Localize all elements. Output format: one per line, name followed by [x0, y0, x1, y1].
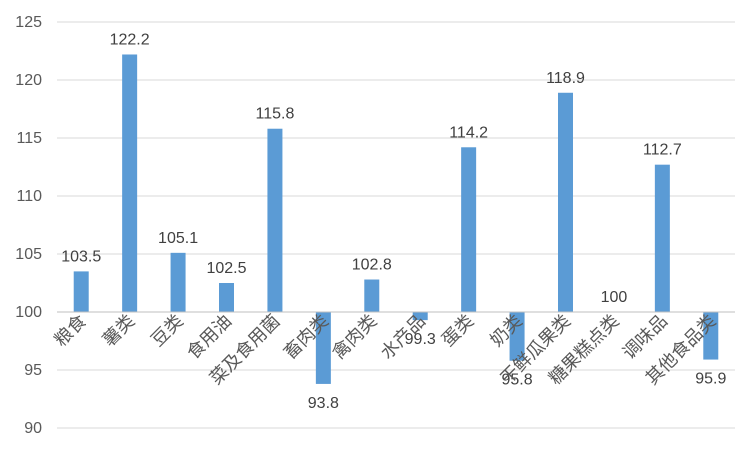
- y-axis: 90 95 100 105 110 115 120 125: [15, 14, 42, 437]
- category-label: 薯类: [99, 311, 139, 351]
- category-label: 禽肉类: [328, 311, 381, 364]
- bar: [412, 312, 428, 321]
- y-tick-label: 100: [15, 304, 42, 321]
- bar: [170, 252, 186, 312]
- data-label: 99.3: [405, 331, 436, 348]
- bar: [219, 283, 234, 312]
- category-label: 粮食: [50, 311, 90, 351]
- y-tick-label: 95: [24, 362, 42, 379]
- bar: [73, 271, 89, 312]
- data-label: 100: [601, 289, 628, 306]
- data-label: 93.8: [308, 395, 339, 412]
- data-label: 102.8: [352, 257, 392, 274]
- gridlines: [57, 21, 735, 429]
- data-label: 102.5: [206, 260, 246, 277]
- data-label: 105.1: [158, 230, 198, 247]
- y-tick-label: 105: [15, 246, 42, 263]
- category-label: 蛋类: [438, 311, 478, 351]
- data-label: 115.8: [255, 106, 294, 123]
- data-labels: 103.5 122.2 105.1 102.5 115.8 93.8 102.8 99.3 11…: [61, 31, 726, 411]
- data-label: 95.8: [502, 372, 533, 389]
- bar: [461, 147, 477, 312]
- data-label: 114.2: [449, 124, 488, 141]
- bar: [267, 128, 283, 312]
- y-tick-label: 125: [15, 14, 42, 31]
- data-label: 95.9: [695, 371, 726, 388]
- category-label: 豆类: [147, 311, 187, 351]
- bar: [654, 164, 670, 312]
- bar: [122, 54, 138, 312]
- y-tick-label: 115: [16, 130, 42, 147]
- bars: [73, 54, 719, 384]
- data-label: 103.5: [61, 248, 101, 265]
- bar: [509, 312, 525, 361]
- y-tick-label: 120: [15, 72, 42, 89]
- bar: [364, 279, 380, 312]
- y-tick-label: 110: [16, 188, 42, 205]
- data-label: 118.9: [546, 70, 585, 87]
- bar: [558, 92, 573, 312]
- data-label: 122.2: [110, 31, 150, 48]
- bar: [315, 312, 331, 384]
- data-label: 112.7: [643, 142, 682, 159]
- y-tick-label: 90: [24, 420, 42, 437]
- bar: [703, 312, 719, 360]
